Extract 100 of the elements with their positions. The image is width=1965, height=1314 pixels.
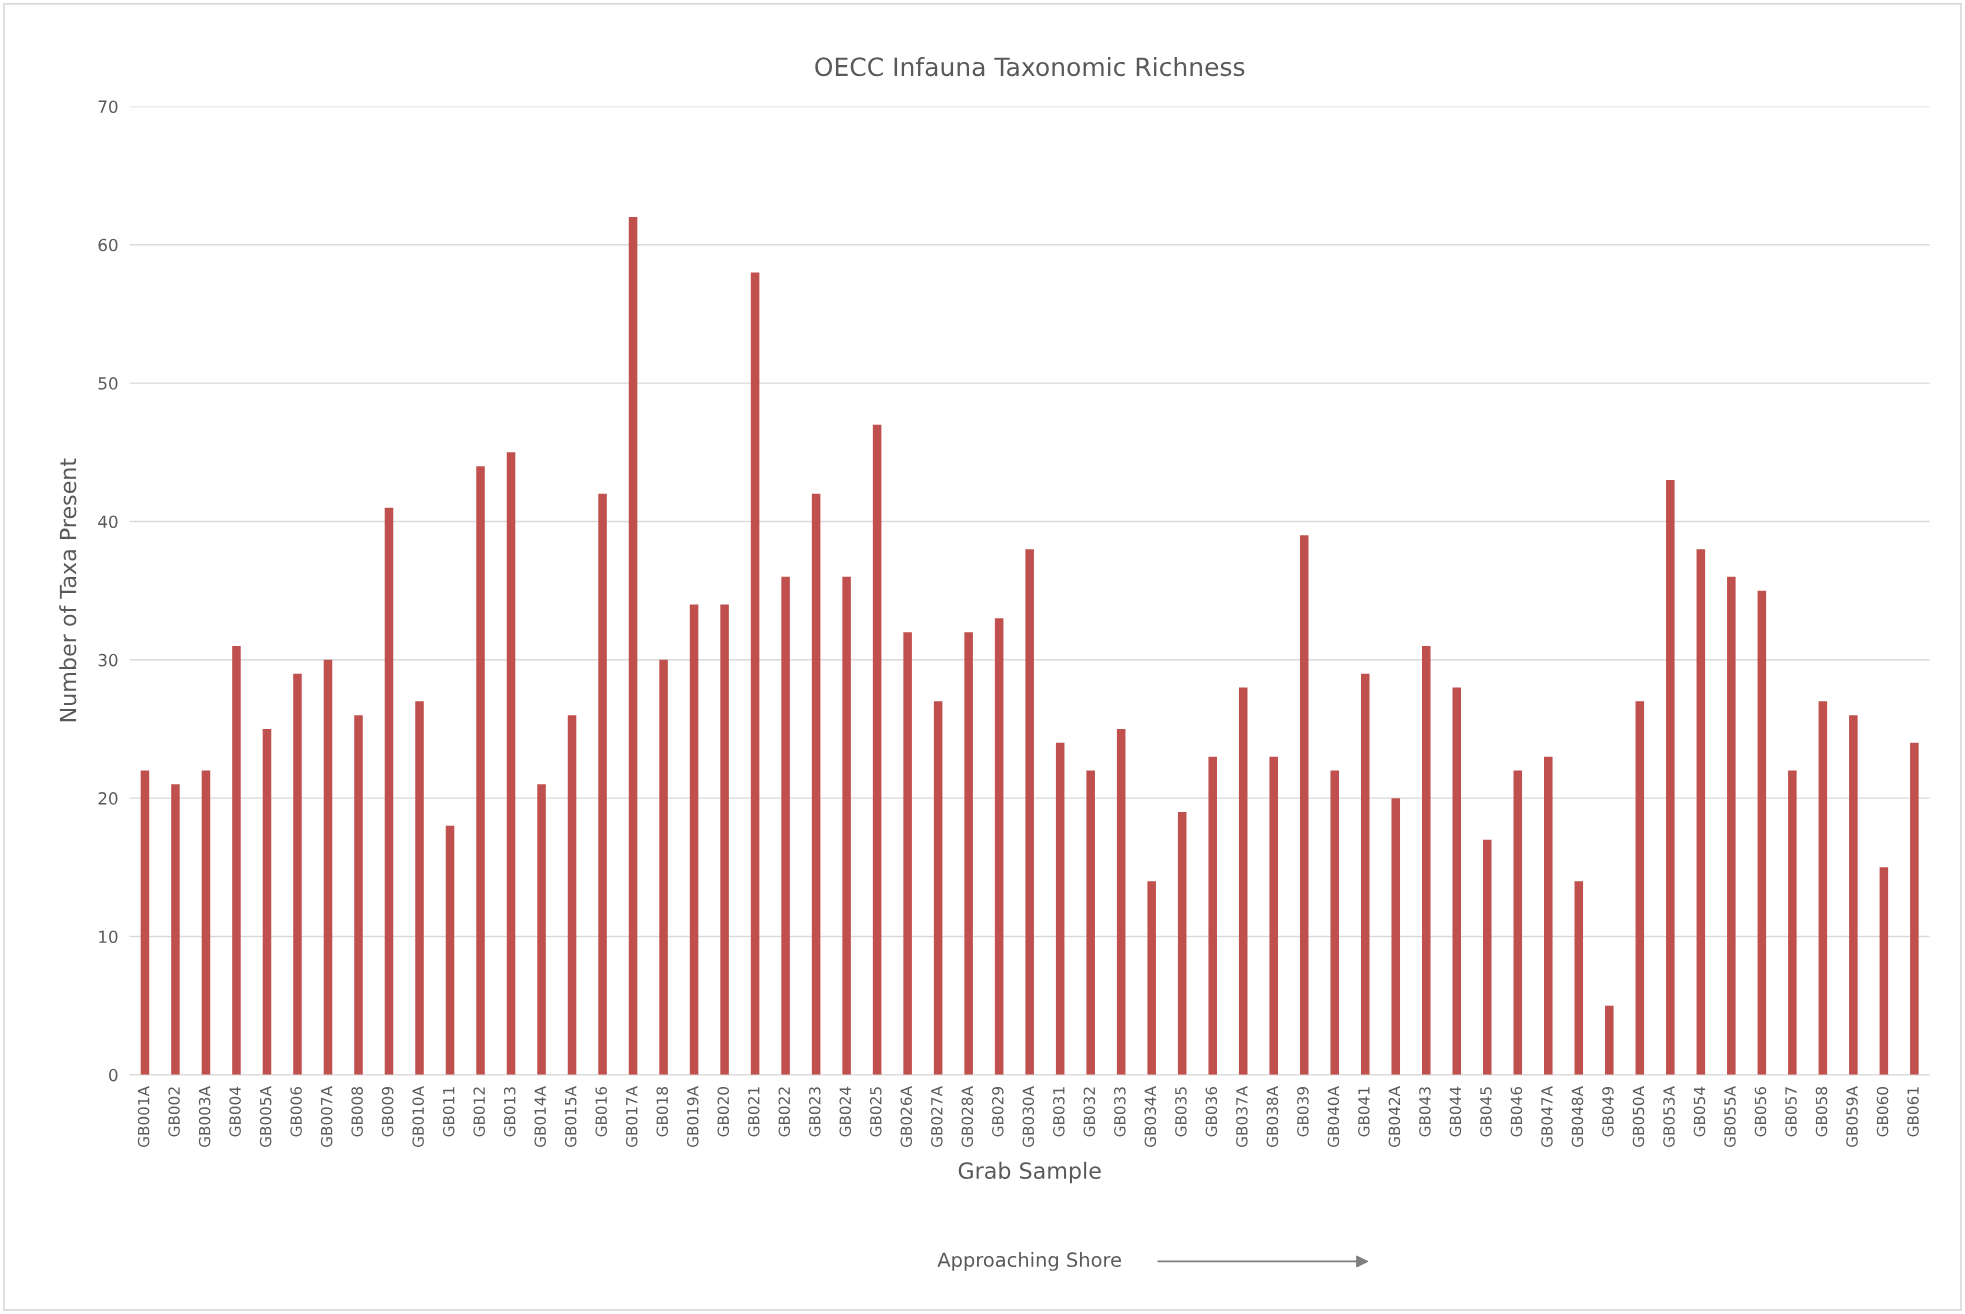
- bar: [1269, 756, 1278, 1075]
- y-tick-label: 30: [98, 653, 118, 667]
- x-tick-label: GB018: [656, 1087, 668, 1137]
- bar: [1757, 590, 1767, 1075]
- x-tick-label: GB024: [839, 1086, 852, 1137]
- x-tick-label: GB021: [747, 1087, 760, 1137]
- bar: [384, 507, 394, 1075]
- bar: [567, 715, 577, 1075]
- bar: [1544, 756, 1553, 1075]
- x-tick-label: GB061: [1907, 1087, 1919, 1137]
- x-tick-label: GB034A: [1144, 1086, 1157, 1148]
- bar: [811, 493, 821, 1075]
- x-tick-label: GB058: [1815, 1087, 1828, 1137]
- bar: [1452, 687, 1462, 1075]
- y-axis-title: Number of Taxa Present: [59, 458, 77, 722]
- bar: [903, 632, 912, 1075]
- bar: [323, 659, 333, 1075]
- bar: [1238, 687, 1248, 1075]
- x-tick-label: GB026A: [900, 1086, 913, 1148]
- x-tick-label: GB002: [168, 1087, 180, 1137]
- x-tick-label: GB031: [1053, 1087, 1065, 1137]
- bar: [1879, 867, 1889, 1075]
- x-tick-label: GB006: [290, 1086, 302, 1137]
- bar: [1666, 479, 1675, 1075]
- bar: [415, 701, 424, 1075]
- x-tick-label: GB035: [1175, 1087, 1187, 1137]
- bar: [933, 701, 943, 1075]
- x-tick-label: GB009: [381, 1087, 394, 1137]
- bar: [628, 217, 638, 1075]
- bar: [537, 784, 546, 1075]
- x-tick-label: GB045: [1480, 1087, 1492, 1137]
- bar: [1208, 756, 1217, 1075]
- x-tick-label: GB015A: [564, 1086, 577, 1148]
- x-tick-label: GB029: [992, 1087, 1004, 1137]
- bar: [1513, 770, 1523, 1075]
- x-tick-label: GB003A: [198, 1086, 211, 1148]
- x-tick-label: GB043: [1419, 1087, 1431, 1137]
- bar: [1116, 728, 1126, 1075]
- x-tick-label: GB025: [870, 1087, 882, 1137]
- bar: [1421, 645, 1431, 1075]
- x-tick-label: GB033: [1114, 1087, 1126, 1137]
- x-axis-title: Grab Sample: [958, 1161, 1101, 1184]
- bar: [842, 576, 851, 1075]
- y-tick-label: 20: [98, 792, 118, 805]
- x-tick-label: GB013: [503, 1087, 516, 1137]
- x-tick-label: GB008: [351, 1087, 363, 1137]
- bar: [964, 632, 973, 1075]
- bar: [689, 604, 699, 1075]
- x-tick-label: GB056: [1754, 1086, 1767, 1137]
- x-tick-label: GB014A: [534, 1086, 546, 1148]
- bar: [140, 770, 150, 1075]
- bar: [1727, 576, 1736, 1075]
- chart-title: OECC Infauna Taxonomic Richness: [815, 56, 1245, 77]
- x-tick-label: GB022: [778, 1087, 791, 1137]
- bar: [232, 645, 241, 1075]
- x-tick-label: GB041: [1358, 1087, 1370, 1137]
- bar: [445, 825, 455, 1075]
- x-tick-label: GB020: [717, 1086, 730, 1137]
- x-tick-label: GB030A: [1022, 1086, 1035, 1148]
- bar: [1391, 798, 1401, 1075]
- x-tick-label: GB054: [1693, 1086, 1706, 1137]
- bar: [476, 466, 485, 1075]
- bar: [262, 728, 272, 1075]
- x-tick-label: GB060: [1876, 1086, 1889, 1137]
- bar: [1147, 881, 1156, 1075]
- bar: [1299, 535, 1309, 1075]
- x-tick-label: GB050A: [1632, 1086, 1645, 1148]
- bar: [1574, 881, 1584, 1075]
- x-tick-label: GB037A: [1236, 1086, 1248, 1148]
- bar: [720, 604, 729, 1075]
- bar: [659, 659, 668, 1075]
- bar: [1605, 1005, 1614, 1075]
- x-tick-label: GB048A: [1571, 1086, 1584, 1148]
- bar: [1849, 715, 1858, 1075]
- bar: [1055, 742, 1065, 1075]
- bar: [1330, 770, 1340, 1075]
- bar: [201, 770, 211, 1075]
- x-tick-label: GB053A: [1663, 1086, 1675, 1148]
- x-tick-label: GB036: [1205, 1086, 1218, 1137]
- bar: [781, 576, 790, 1075]
- bar: [354, 715, 363, 1075]
- x-tick-label: GB059A: [1846, 1086, 1858, 1148]
- bar: [1788, 770, 1797, 1075]
- x-tick-label: GB017A: [625, 1086, 638, 1148]
- x-tick-label: GB004: [229, 1086, 241, 1137]
- text: Approaching Shore: [937, 1252, 1121, 1271]
- x-tick-label: GB001A: [137, 1086, 150, 1148]
- x-tick-label: GB023: [808, 1087, 821, 1137]
- bar: [1818, 701, 1828, 1075]
- x-tick-label: GB032: [1083, 1087, 1096, 1137]
- bar: [171, 784, 180, 1075]
- y-tick-label: 10: [99, 930, 118, 944]
- x-tick-label: GB046: [1510, 1086, 1523, 1137]
- bar: [750, 272, 760, 1075]
- x-tick-label: GB011: [442, 1087, 455, 1137]
- x-tick-label: GB028A: [961, 1086, 974, 1148]
- bar: [872, 424, 882, 1075]
- bar: [1483, 839, 1492, 1075]
- x-tick-label: GB016: [595, 1086, 607, 1137]
- x-tick-label: GB019A: [686, 1086, 699, 1148]
